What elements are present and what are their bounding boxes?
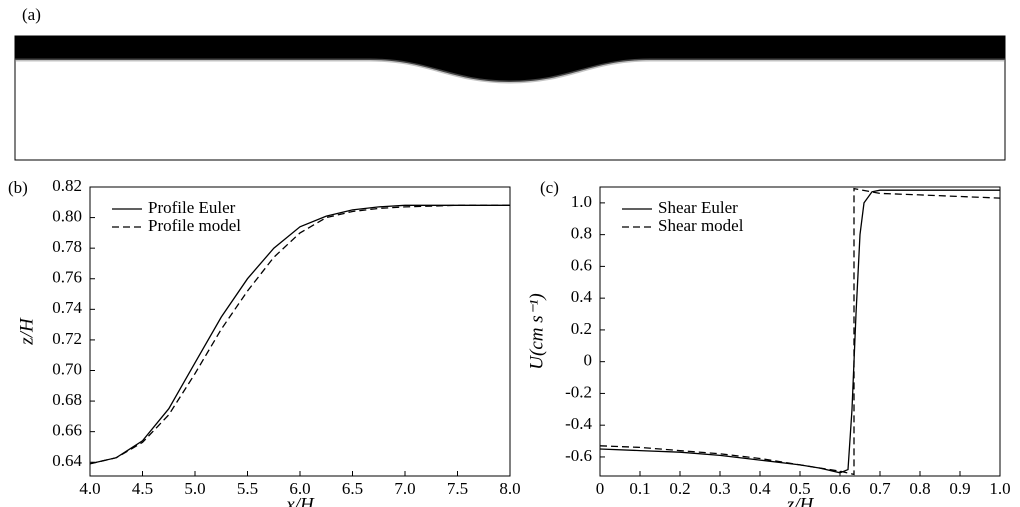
y-tick-label: 1.0: [571, 192, 592, 211]
x-tick-label: 6.5: [342, 479, 363, 498]
series-line: [89, 204, 510, 465]
x-tick-label: 0.1: [629, 479, 650, 498]
y-tick-label: 0.64: [52, 451, 82, 470]
y-tick-label: 0.78: [52, 237, 82, 256]
series-line: [89, 204, 510, 465]
dense-layer: [15, 36, 1005, 82]
x-tick-label: 0.2: [669, 479, 690, 498]
x-tick-label: 4.5: [132, 479, 153, 498]
y-tick-label: 0.8: [571, 224, 592, 243]
series-line: [599, 189, 1000, 474]
x-tick-label: 5.5: [237, 479, 258, 498]
x-axis-label: z/H: [786, 494, 815, 507]
y-tick-label: 0.68: [52, 390, 82, 409]
panel-label: (b): [8, 178, 28, 197]
y-tick-label: -0.6: [565, 446, 592, 465]
series-line: [599, 187, 1001, 476]
x-tick-label: 1.0: [989, 479, 1010, 498]
x-tick-label: 0.5: [789, 479, 810, 498]
legend-label: Profile Euler: [148, 198, 236, 217]
x-tick-label: 0.9: [949, 479, 970, 498]
x-axis-label: x/H: [285, 494, 315, 507]
x-tick-label: 0.4: [749, 479, 771, 498]
y-tick-label: 0.80: [52, 206, 82, 225]
y-tick-label: 0.72: [52, 329, 82, 348]
x-tick-label: 0.8: [909, 479, 930, 498]
x-tick-label: 6.0: [289, 479, 310, 498]
x-tick-label: 5.0: [184, 479, 205, 498]
legend-label: Shear model: [658, 216, 744, 235]
y-tick-label: 0.74: [52, 298, 82, 317]
x-tick-label: 7.0: [394, 479, 415, 498]
x-tick-label: 7.5: [447, 479, 468, 498]
panel-label: (c): [540, 178, 559, 197]
y-tick-label: 0.6: [571, 255, 592, 274]
x-tick-label: 4.0: [79, 479, 100, 498]
y-axis-label: z/H: [16, 317, 37, 346]
y-axis-label: U(cm s⁻¹): [526, 293, 547, 369]
y-tick-label: 0.4: [571, 287, 593, 306]
legend-label: Profile model: [148, 216, 241, 235]
x-tick-label: 0.7: [869, 479, 891, 498]
legend-label: Shear Euler: [658, 198, 738, 217]
y-tick-label: -0.2: [565, 382, 592, 401]
y-tick-label: 0.82: [52, 176, 82, 195]
y-tick-label: 0.70: [52, 359, 82, 378]
x-tick-label: 0: [596, 479, 605, 498]
y-tick-label: 0: [584, 351, 593, 370]
y-tick-label: -0.4: [565, 414, 592, 433]
y-tick-label: 0.66: [52, 421, 82, 440]
interface-blur: [15, 58, 1005, 84]
y-tick-label: 0.2: [571, 319, 592, 338]
y-tick-label: 0.76: [52, 268, 82, 287]
panel-label: (a): [22, 5, 41, 24]
x-tick-label: 8.0: [499, 479, 520, 498]
x-tick-label: 0.3: [709, 479, 730, 498]
x-tick-label: 0.6: [829, 479, 850, 498]
